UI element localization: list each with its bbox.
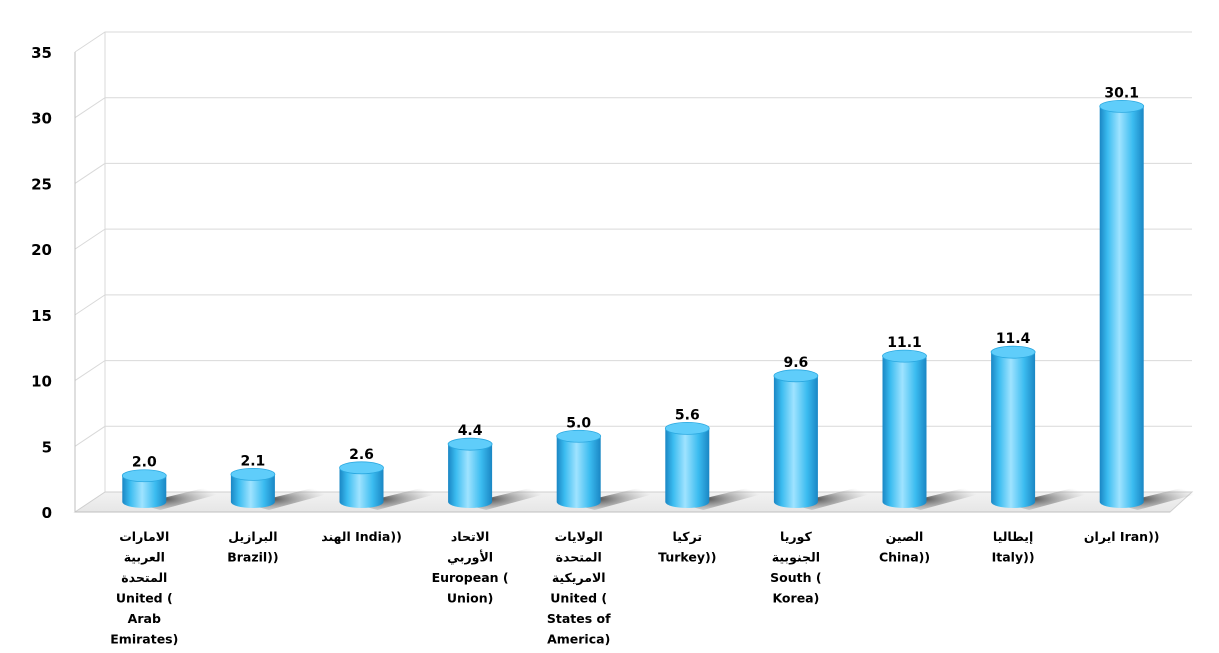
gridline (74, 294, 1192, 316)
x-tick-label: إيطاليا Italy)) (992, 529, 1035, 565)
category-labels: الامارات العربية المتحدة United (Arab Emirat… (110, 529, 1159, 647)
x-tick-label: تركيا Turkey)) (658, 529, 716, 565)
data-label: 5.0 (566, 415, 591, 431)
bar-top (773, 369, 819, 383)
gridline (74, 162, 1192, 184)
bar-body (773, 375, 818, 509)
bar (990, 345, 1036, 509)
y-tick-label: 10 (31, 373, 52, 391)
bar-top (447, 437, 493, 451)
x-tick-label: ايران Iran)) (1084, 529, 1160, 544)
bar-body (339, 467, 384, 508)
bar-body (991, 352, 1036, 509)
bar-body (448, 444, 493, 509)
data-label: 11.1 (887, 335, 922, 351)
gridline (74, 31, 1192, 53)
bar-top (121, 469, 167, 483)
y-tick-label: 0 (42, 504, 52, 522)
bar (230, 467, 276, 509)
bar-body (556, 436, 601, 509)
data-label: 5.6 (675, 407, 700, 423)
bar-top (1099, 100, 1145, 113)
bar-top (664, 421, 710, 435)
bar (447, 437, 493, 509)
y-tick-label: 25 (31, 175, 52, 193)
bar (339, 461, 384, 508)
gridline (74, 228, 1192, 250)
y-axis: 0 5 10 15 20 25 30 35 (31, 32, 106, 522)
data-label: 11.4 (996, 331, 1031, 347)
bar-body (122, 475, 167, 509)
bar (556, 429, 602, 509)
bar-top (990, 345, 1036, 359)
x-tick-label: الامارات العربية المتحدة United (Arab Emirat… (110, 529, 178, 647)
y-tick-label: 30 (31, 110, 52, 128)
bar-body (1099, 106, 1144, 509)
bar-top (230, 467, 276, 481)
bar-body (665, 428, 710, 509)
bar-top (339, 461, 384, 475)
y-tick-label: 5 (42, 438, 52, 456)
bar (773, 369, 819, 509)
bars (121, 100, 1197, 510)
y-tick-label: 15 (31, 307, 52, 325)
data-label: 2.1 (240, 453, 265, 469)
data-labels: 2.0 2.1 2.6 4.4 5.0 5.6 9.6 11.1 11.4 30.1 (132, 85, 1139, 470)
y-tick-label: 35 (31, 44, 52, 62)
bar-top (882, 349, 927, 363)
x-tick-label: البرازيل Brazil)) (227, 529, 278, 565)
data-label: 9.6 (783, 355, 808, 371)
bar (882, 349, 927, 509)
bar (664, 421, 710, 509)
x-tick-label: الاتحاد الأوربي European (Union) (432, 529, 509, 606)
y-tick-label: 20 (31, 241, 52, 259)
x-tick-label: الهند India)) (321, 529, 402, 544)
data-label: 2.0 (132, 455, 157, 471)
bar (121, 469, 167, 509)
x-tick-label: كوريا الجنوبية South (Korea) (770, 529, 821, 606)
bar-top (556, 429, 602, 443)
x-tick-label: الولايات المتحدة الامريكية United (States o… (547, 529, 611, 647)
data-label: 30.1 (1104, 85, 1139, 101)
bar (1099, 100, 1145, 509)
gridline (74, 97, 1192, 119)
data-label: 2.6 (349, 447, 374, 463)
x-tick-label: الصين China)) (879, 529, 930, 565)
data-label: 4.4 (458, 423, 483, 439)
bar-body (230, 474, 275, 509)
bar-body (882, 356, 927, 509)
